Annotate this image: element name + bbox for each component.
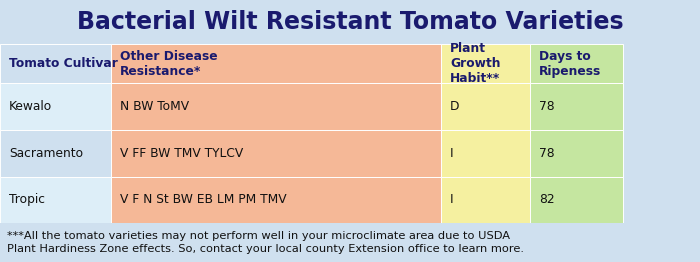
Text: Bacterial Wilt Resistant Tomato Varieties: Bacterial Wilt Resistant Tomato Varietie… (77, 10, 623, 34)
Text: 78: 78 (539, 100, 554, 113)
Bar (111, 83, 441, 130)
Text: N BW ToMV: N BW ToMV (120, 100, 189, 113)
Text: 82: 82 (539, 193, 554, 206)
Bar (0, 177, 111, 223)
Bar (0, 44, 111, 83)
Text: Other Disease
Resistance*: Other Disease Resistance* (120, 50, 217, 78)
Text: ***All the tomato varieties may not perform well in your microclimate area due t: ***All the tomato varieties may not perf… (7, 231, 524, 254)
Text: Sacramento: Sacramento (9, 147, 83, 160)
Bar (530, 130, 623, 177)
Bar (111, 177, 441, 223)
Text: Days to
Ripeness: Days to Ripeness (539, 50, 601, 78)
Text: 78: 78 (539, 147, 554, 160)
Text: I: I (450, 193, 454, 206)
Text: Kewalo: Kewalo (9, 100, 52, 113)
Text: Tomato Cultivar: Tomato Cultivar (9, 57, 118, 70)
Text: V F N St BW EB LM PM TMV: V F N St BW EB LM PM TMV (120, 193, 286, 206)
Text: Tropic: Tropic (9, 193, 45, 206)
Bar (111, 130, 441, 177)
Bar (530, 83, 623, 130)
Bar (441, 44, 530, 83)
Bar (0, 130, 111, 177)
Text: V FF BW TMV TYLCV: V FF BW TMV TYLCV (120, 147, 243, 160)
Bar (0, 223, 700, 262)
Text: Plant
Growth
Habit**: Plant Growth Habit** (450, 42, 500, 85)
Bar (441, 177, 530, 223)
Text: D: D (450, 100, 460, 113)
Bar (530, 44, 623, 83)
Bar (0, 0, 700, 44)
Bar (441, 83, 530, 130)
Bar (530, 177, 623, 223)
Bar (111, 44, 441, 83)
Bar (441, 130, 530, 177)
Text: I: I (450, 147, 454, 160)
Bar (0, 83, 111, 130)
